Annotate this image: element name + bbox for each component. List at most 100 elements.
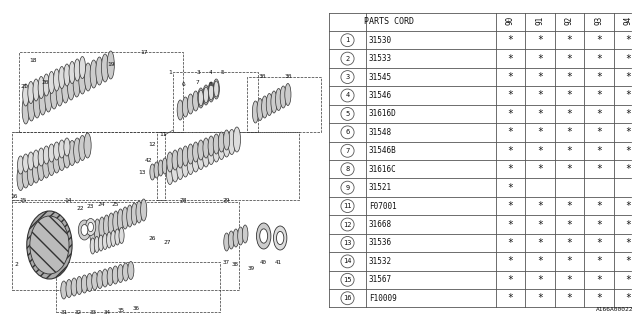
Text: *: * [625, 293, 631, 303]
Ellipse shape [154, 162, 159, 178]
Ellipse shape [43, 153, 50, 178]
Text: *: * [596, 54, 602, 64]
Ellipse shape [96, 57, 103, 85]
Ellipse shape [33, 90, 41, 118]
Text: *: * [596, 35, 602, 45]
Text: *: * [596, 127, 602, 137]
Text: 11: 11 [343, 203, 352, 209]
Text: 9: 9 [346, 185, 349, 191]
Text: *: * [537, 238, 543, 248]
Text: *: * [508, 293, 513, 303]
Ellipse shape [233, 229, 239, 247]
Text: *: * [566, 109, 572, 119]
Ellipse shape [59, 140, 65, 158]
Text: 13: 13 [138, 170, 146, 174]
Ellipse shape [22, 163, 29, 188]
Text: *: * [537, 146, 543, 156]
Text: *: * [596, 109, 602, 119]
Text: *: * [625, 35, 631, 45]
Ellipse shape [141, 199, 147, 221]
Text: 7: 7 [196, 81, 200, 85]
Ellipse shape [280, 86, 286, 108]
Text: *: * [625, 109, 631, 119]
Text: 12: 12 [148, 142, 156, 148]
Text: 2: 2 [346, 56, 349, 62]
Ellipse shape [203, 138, 209, 158]
Ellipse shape [49, 144, 54, 162]
Text: 7: 7 [346, 148, 349, 154]
Text: 15: 15 [19, 197, 26, 203]
Ellipse shape [276, 89, 282, 110]
Ellipse shape [90, 221, 96, 243]
Text: *: * [508, 201, 513, 211]
Ellipse shape [39, 87, 46, 115]
Ellipse shape [193, 91, 199, 111]
Text: 32: 32 [75, 309, 82, 315]
Ellipse shape [276, 231, 284, 244]
Text: 35: 35 [118, 308, 125, 313]
Text: *: * [596, 256, 602, 266]
Ellipse shape [44, 146, 49, 164]
Ellipse shape [59, 67, 65, 89]
Ellipse shape [28, 82, 34, 103]
Text: 2: 2 [15, 262, 19, 268]
Text: *: * [508, 54, 513, 64]
Ellipse shape [33, 79, 39, 101]
Text: PARTS CORD: PARTS CORD [364, 17, 414, 26]
Ellipse shape [273, 226, 287, 250]
Text: 91: 91 [536, 16, 545, 26]
Text: 5: 5 [346, 111, 349, 117]
Ellipse shape [172, 157, 179, 182]
Text: 16: 16 [343, 295, 352, 301]
Text: *: * [566, 275, 572, 285]
Ellipse shape [69, 61, 75, 84]
Text: 4: 4 [346, 92, 349, 99]
Text: 31616C: 31616C [369, 165, 396, 174]
Text: 4: 4 [208, 69, 212, 75]
Ellipse shape [99, 217, 105, 239]
Ellipse shape [22, 84, 29, 106]
Bar [157, 132, 299, 200]
Ellipse shape [76, 276, 83, 294]
Bar [19, 52, 183, 132]
Ellipse shape [131, 203, 138, 225]
Text: 92: 92 [565, 16, 574, 26]
Text: 23: 23 [87, 204, 94, 209]
Ellipse shape [162, 158, 168, 174]
Text: *: * [625, 238, 631, 248]
Ellipse shape [117, 209, 124, 231]
Text: *: * [625, 275, 631, 285]
Text: *: * [625, 127, 631, 137]
Text: 22: 22 [77, 205, 84, 211]
Text: *: * [537, 54, 543, 64]
Text: *: * [537, 275, 543, 285]
Ellipse shape [90, 238, 95, 254]
Ellipse shape [94, 236, 99, 252]
Ellipse shape [252, 101, 259, 123]
Bar [56, 262, 220, 312]
Ellipse shape [22, 96, 29, 124]
Ellipse shape [88, 222, 93, 232]
Text: 15: 15 [343, 277, 352, 283]
Ellipse shape [22, 154, 29, 172]
Text: *: * [566, 91, 572, 100]
Text: *: * [566, 35, 572, 45]
Ellipse shape [177, 155, 184, 180]
Text: 41: 41 [275, 260, 282, 265]
Ellipse shape [30, 216, 69, 274]
Text: 38: 38 [231, 261, 238, 267]
Text: *: * [625, 201, 631, 211]
Ellipse shape [285, 84, 291, 106]
Text: 13: 13 [343, 240, 352, 246]
Ellipse shape [150, 164, 155, 180]
Ellipse shape [228, 231, 234, 249]
Text: 3: 3 [346, 74, 349, 80]
Text: *: * [566, 293, 572, 303]
Text: *: * [625, 256, 631, 266]
Ellipse shape [213, 79, 220, 99]
Text: *: * [566, 72, 572, 82]
Ellipse shape [192, 147, 199, 172]
Text: 31: 31 [60, 309, 67, 315]
Ellipse shape [212, 137, 220, 162]
Ellipse shape [188, 94, 194, 114]
